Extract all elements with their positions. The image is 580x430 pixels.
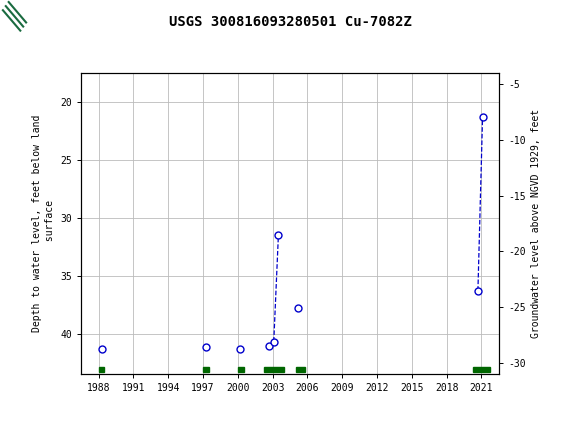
Bar	[473, 367, 490, 372]
Bar	[264, 367, 284, 372]
Legend: Period of approved data: Period of approved data	[193, 428, 387, 430]
Y-axis label: Depth to water level, feet below land
 surface: Depth to water level, feet below land su…	[32, 115, 55, 332]
Text: USGS: USGS	[39, 12, 86, 27]
Bar	[99, 367, 104, 372]
Y-axis label: Groundwater level above NGVD 1929, feet: Groundwater level above NGVD 1929, feet	[531, 109, 541, 338]
Text: USGS 300816093280501 Cu-7082Z: USGS 300816093280501 Cu-7082Z	[169, 15, 411, 29]
Bar	[2, 3, 34, 37]
Bar	[296, 367, 305, 372]
Bar	[203, 367, 209, 372]
Bar	[238, 367, 244, 372]
